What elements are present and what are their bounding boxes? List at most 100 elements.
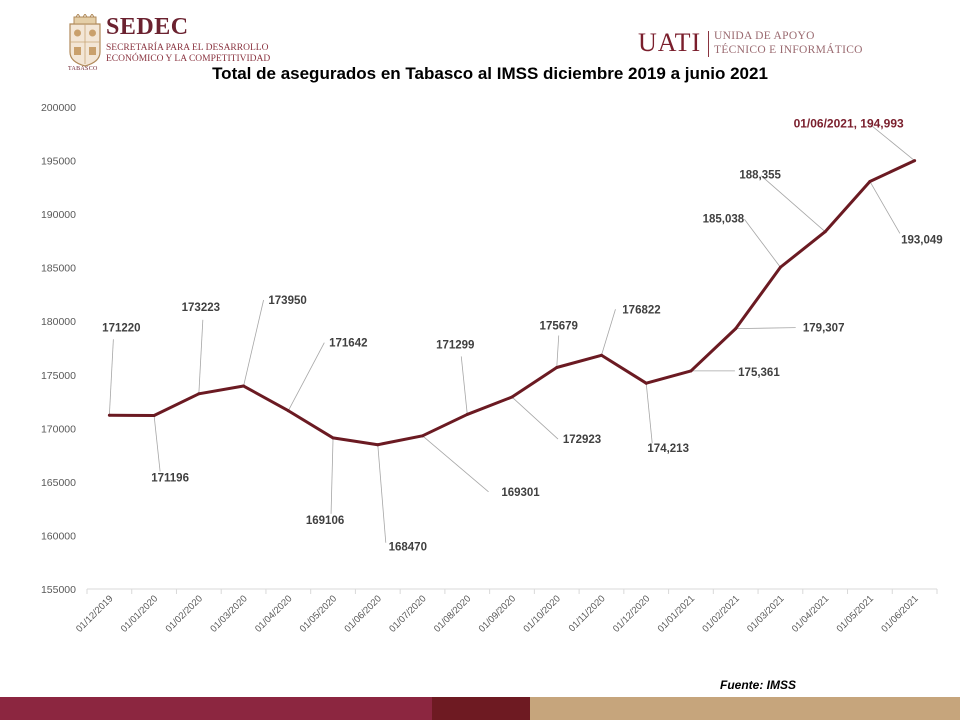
- crest-label: TABASCO: [68, 66, 98, 72]
- footer-band: [0, 697, 960, 720]
- footer-band-right: [530, 697, 960, 720]
- data-label: 188,355: [739, 170, 781, 182]
- y-tick-label: 185000: [41, 263, 76, 275]
- callout-line: [153, 415, 161, 472]
- data-label-callouts: [108, 121, 915, 543]
- x-tick-label: 01/01/2020: [119, 593, 160, 634]
- data-point: [376, 443, 380, 447]
- uati-logo: UATI UNIDA DE APOYO TÉCNICO E INFORMÁTIC…: [638, 28, 878, 62]
- sedec-subtitle-line2: ECONÓMICO Y LA COMPETITIVIDAD: [106, 54, 271, 64]
- data-label: 175679: [540, 321, 578, 333]
- callout-line: [744, 219, 781, 268]
- sedec-logo: TABASCO SEDEC SECRETARÍA PARA EL DESARRO…: [66, 14, 276, 74]
- x-tick-label: 01/06/2020: [343, 593, 384, 634]
- sedec-subtitle-line1: SECRETARÍA PARA EL DESARROLLO: [106, 43, 269, 53]
- data-point: [421, 434, 425, 438]
- x-axis: 01/12/2019 01/01/2020 01/02/2020 01/03/2020…: [74, 588, 938, 635]
- data-label: 169301: [501, 487, 540, 499]
- data-point: [778, 265, 782, 269]
- x-tick-label: 01/02/2020: [164, 593, 205, 634]
- data-point: [197, 392, 201, 396]
- data-label: 179,307: [803, 323, 845, 335]
- data-point: [868, 179, 872, 183]
- data-label: 172923: [563, 434, 601, 446]
- sedec-title: SEDEC: [106, 14, 189, 40]
- data-label: 174,213: [647, 443, 689, 455]
- data-point: [734, 327, 738, 331]
- callout-line: [460, 356, 468, 415]
- x-tick-label: 01/05/2020: [298, 593, 339, 634]
- series-group: [107, 159, 917, 447]
- series-line: [109, 159, 916, 447]
- data-label: 193,049: [901, 234, 943, 246]
- data-label: 171220: [102, 322, 140, 334]
- data-point: [242, 384, 246, 388]
- x-tick-label: 01/06/2021: [879, 593, 920, 634]
- data-label: 173223: [182, 302, 220, 314]
- x-tick-label: 01/02/2021: [700, 593, 741, 634]
- y-axis: 155000 160000 165000 170000 175000 180000 1850…: [41, 102, 76, 596]
- callout-line: [869, 181, 901, 234]
- uati-title: UATI: [638, 28, 702, 57]
- y-tick-label: 200000: [41, 102, 76, 114]
- data-point: [465, 412, 469, 416]
- data-label: 171196: [151, 473, 189, 485]
- callout-line: [601, 309, 616, 356]
- source-note: Fuente: IMSS: [720, 678, 797, 692]
- data-label: 176822: [622, 304, 660, 316]
- x-tick-label: 01/04/2020: [253, 593, 294, 634]
- callout-line: [422, 435, 489, 493]
- y-tick-label: 160000: [41, 530, 76, 542]
- y-tick-label: 180000: [41, 316, 76, 328]
- data-point: [913, 159, 917, 163]
- callout-line: [377, 444, 387, 543]
- data-point: [555, 366, 559, 370]
- x-tick-label: 01/03/2020: [208, 593, 249, 634]
- data-point: [510, 395, 514, 399]
- x-tick-label: 01/12/2019: [74, 593, 115, 634]
- data-point: [689, 369, 693, 373]
- x-tick-label: 01/12/2020: [611, 593, 652, 634]
- callout-line: [108, 339, 114, 416]
- data-point: [107, 413, 111, 417]
- callout-line: [198, 319, 204, 394]
- callout-line: [330, 437, 334, 514]
- y-tick-label: 170000: [41, 423, 76, 435]
- x-tick-label: 01/01/2021: [656, 593, 697, 634]
- data-point: [644, 381, 648, 385]
- x-tick-label: 01/07/2020: [387, 593, 428, 634]
- callout-line: [243, 299, 264, 387]
- data-label: 01/06/2021, 194,993: [794, 117, 904, 131]
- uati-divider: [708, 31, 709, 57]
- data-point: [331, 436, 335, 440]
- footer-band-middle: [432, 697, 530, 720]
- data-labels: 171220 171196 173223 173950 171642 169106 1684…: [102, 117, 943, 554]
- x-tick-label: 01/09/2020: [477, 593, 518, 634]
- callout-line: [735, 327, 796, 330]
- callout-line: [760, 175, 826, 233]
- y-tick-label: 155000: [41, 584, 76, 596]
- data-label: 173950: [268, 295, 306, 307]
- data-label: 169106: [306, 515, 344, 527]
- data-label: 175,361: [738, 367, 780, 379]
- y-tick-label: 165000: [41, 477, 76, 489]
- y-tick-label: 195000: [41, 156, 76, 168]
- x-tick-label: 01/04/2021: [790, 593, 831, 634]
- data-point: [286, 409, 290, 413]
- x-tick-label: 01/11/2020: [567, 593, 608, 634]
- y-tick-label: 190000: [41, 209, 76, 221]
- x-tick-label: 01/03/2021: [745, 593, 786, 634]
- callout-line: [556, 335, 560, 368]
- x-tick-label: 01/08/2020: [432, 593, 473, 634]
- callout-line: [866, 121, 915, 161]
- uati-subtitle-line2: TÉCNICO E INFORMÁTICO: [714, 44, 863, 56]
- uati-subtitle-line1: UNIDA DE APOYO: [714, 30, 815, 42]
- data-label: 171299: [436, 339, 474, 351]
- tabasco-crest-icon: [69, 14, 101, 67]
- y-tick-label: 175000: [41, 370, 76, 382]
- x-tick-label: 01/05/2021: [835, 593, 876, 634]
- footer-band-left: [0, 697, 432, 720]
- chart-title: Total de asegurados en Tabasco al IMSS d…: [212, 64, 768, 83]
- x-tick-label: 01/10/2020: [521, 593, 562, 634]
